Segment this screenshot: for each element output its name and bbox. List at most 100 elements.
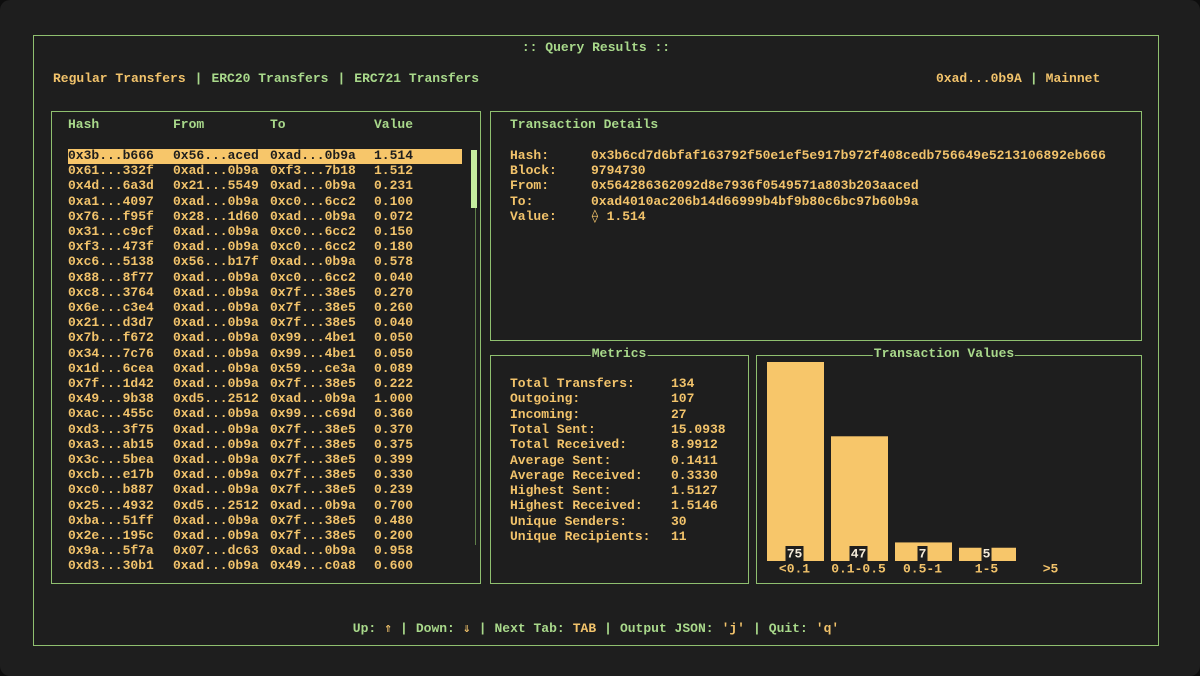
tab[interactable]: Regular Transfers xyxy=(53,71,186,86)
table-cell[interactable]: 0.231 xyxy=(374,178,413,194)
table-cell[interactable]: 0x7f...38e5 xyxy=(270,437,356,453)
table-cell[interactable]: 1.000 xyxy=(374,391,413,407)
table-cell[interactable]: 0.370 xyxy=(374,422,413,438)
table-cell[interactable]: 0xad...0b9a xyxy=(173,239,259,255)
table-cell[interactable]: 0xc0...6cc2 xyxy=(270,194,356,210)
table-cell[interactable]: 0xad...0b9a xyxy=(270,391,356,407)
table-cell[interactable]: 1.512 xyxy=(374,163,413,179)
table-cell[interactable]: 0x49...c0a8 xyxy=(270,558,356,574)
table-cell[interactable]: 0xad...0b9a xyxy=(270,178,356,194)
table-cell[interactable]: 0xad...0b9a xyxy=(270,209,356,225)
table-cell[interactable]: 0xad...0b9a xyxy=(270,148,356,164)
table-cell[interactable]: 0xad...0b9a xyxy=(173,224,259,240)
table-cell[interactable]: 0x7f...38e5 xyxy=(270,452,356,468)
table-cell[interactable]: 0.700 xyxy=(374,498,413,514)
table-cell[interactable]: 0x31...c9cf xyxy=(68,224,154,240)
table-cell[interactable]: 0xd3...3f75 xyxy=(68,422,154,438)
table-cell[interactable]: 0xad...0b9a xyxy=(173,270,259,286)
table-cell[interactable]: 0.578 xyxy=(374,254,413,270)
table-cell[interactable]: 0xad...0b9a xyxy=(173,315,259,331)
table-cell[interactable]: 0xcb...e17b xyxy=(68,467,154,483)
table-cell[interactable]: 0xad...0b9a xyxy=(173,376,259,392)
table-cell[interactable]: 0x34...7c76 xyxy=(68,346,154,362)
table-cell[interactable]: 0.260 xyxy=(374,300,413,316)
table-cell[interactable]: 0x61...332f xyxy=(68,163,154,179)
table-cell[interactable]: 0x21...5549 xyxy=(173,178,259,194)
table-cell[interactable]: 0x56...b17f xyxy=(173,254,259,270)
table-cell[interactable]: 0.072 xyxy=(374,209,413,225)
table-cell[interactable]: 0x07...dc63 xyxy=(173,543,259,559)
table-cell[interactable]: 0xad...0b9a xyxy=(173,361,259,377)
table-cell[interactable]: 0.089 xyxy=(374,361,413,377)
table-cell[interactable]: 0xad...0b9a xyxy=(173,513,259,529)
table-cell[interactable]: 0.360 xyxy=(374,406,413,422)
table-cell[interactable]: 0.270 xyxy=(374,285,413,301)
table-cell[interactable]: 0xad...0b9a xyxy=(173,467,259,483)
table-cell[interactable]: 0xad...0b9a xyxy=(173,528,259,544)
table-cell[interactable]: 0.239 xyxy=(374,482,413,498)
table-cell[interactable]: 0x4d...6a3d xyxy=(68,178,154,194)
table-cell[interactable]: 0xac...455c xyxy=(68,406,154,422)
table-cell[interactable]: 0.040 xyxy=(374,270,413,286)
table-cell[interactable]: 0x7f...38e5 xyxy=(270,376,356,392)
table-cell[interactable]: 0x3b...b666 xyxy=(68,148,154,164)
table-cell[interactable]: 0x7f...38e5 xyxy=(270,482,356,498)
table-cell[interactable]: 0x7f...38e5 xyxy=(270,422,356,438)
table-cell[interactable]: 0x99...c69d xyxy=(270,406,356,422)
table-cell[interactable]: 0x7b...f672 xyxy=(68,330,154,346)
table-cell[interactable]: 0x7f...38e5 xyxy=(270,513,356,529)
table-cell[interactable]: 0xad...0b9a xyxy=(173,558,259,574)
table-cell[interactable]: 0xad...0b9a xyxy=(270,543,356,559)
table-cell[interactable]: 0xad...0b9a xyxy=(173,406,259,422)
table-cell[interactable]: 0x6e...c3e4 xyxy=(68,300,154,316)
table-cell[interactable]: 0x7f...38e5 xyxy=(270,300,356,316)
table-cell[interactable]: 0xc0...6cc2 xyxy=(270,224,356,240)
table-cell[interactable]: 0xd5...2512 xyxy=(173,498,259,514)
table-cell[interactable]: 0xa3...ab15 xyxy=(68,437,154,453)
table-cell[interactable]: 0xad...0b9a xyxy=(173,300,259,316)
table-cell[interactable]: 0x7f...38e5 xyxy=(270,285,356,301)
table-cell[interactable]: 0.480 xyxy=(374,513,413,529)
table-cell[interactable]: 0.958 xyxy=(374,543,413,559)
table-cell[interactable]: 0xf3...473f xyxy=(68,239,154,255)
table-cell[interactable]: 0xad...0b9a xyxy=(173,452,259,468)
table-cell[interactable]: 0.180 xyxy=(374,239,413,255)
table-cell[interactable]: 0xf3...7b18 xyxy=(270,163,356,179)
table-cell[interactable]: 0.600 xyxy=(374,558,413,574)
table-cell[interactable]: 0.150 xyxy=(374,224,413,240)
table-cell[interactable]: 0.200 xyxy=(374,528,413,544)
tab[interactable]: ERC20 Transfers xyxy=(211,71,328,86)
table-cell[interactable]: 0x56...aced xyxy=(173,148,259,164)
table-cell[interactable]: 0.050 xyxy=(374,346,413,362)
table-cell[interactable]: 0xad...0b9a xyxy=(270,498,356,514)
table-cell[interactable]: 0xad...0b9a xyxy=(173,194,259,210)
table-cell[interactable]: 0xc8...3764 xyxy=(68,285,154,301)
table-cell[interactable]: 0x76...f95f xyxy=(68,209,154,225)
table-cell[interactable]: 0xad...0b9a xyxy=(173,422,259,438)
table-cell[interactable]: 0xd3...30b1 xyxy=(68,558,154,574)
table-cell[interactable]: 0xad...0b9a xyxy=(173,482,259,498)
table-cell[interactable]: 0xad...0b9a xyxy=(173,437,259,453)
table-cell[interactable]: 0.100 xyxy=(374,194,413,210)
table-cell[interactable]: 0xad...0b9a xyxy=(173,285,259,301)
table-cell[interactable]: 0.040 xyxy=(374,315,413,331)
table-cell[interactable]: 0xc0...6cc2 xyxy=(270,270,356,286)
table-cell[interactable]: 0x7f...38e5 xyxy=(270,528,356,544)
table-cell[interactable]: 0xa1...4097 xyxy=(68,194,154,210)
table-cell[interactable]: 0.050 xyxy=(374,330,413,346)
table-cell[interactable]: 0xad...0b9a xyxy=(173,330,259,346)
table-cell[interactable]: 0x88...8f77 xyxy=(68,270,154,286)
table-cell[interactable]: 0xba...51ff xyxy=(68,513,154,529)
table-cell[interactable]: 0xad...0b9a xyxy=(173,163,259,179)
table-cell[interactable]: 0x2e...195c xyxy=(68,528,154,544)
table-cell[interactable]: 0x7f...1d42 xyxy=(68,376,154,392)
table-cell[interactable]: 0x28...1d60 xyxy=(173,209,259,225)
table-cell[interactable]: 0.399 xyxy=(374,452,413,468)
table-cell[interactable]: 0xad...0b9a xyxy=(270,254,356,270)
table-cell[interactable]: 0.222 xyxy=(374,376,413,392)
table-cell[interactable]: 0x9a...5f7a xyxy=(68,543,154,559)
table-cell[interactable]: 0x99...4be1 xyxy=(270,346,356,362)
table-cell[interactable]: 0xd5...2512 xyxy=(173,391,259,407)
table-cell[interactable]: 0x7f...38e5 xyxy=(270,315,356,331)
table-cell[interactable]: 0xc6...5138 xyxy=(68,254,154,270)
